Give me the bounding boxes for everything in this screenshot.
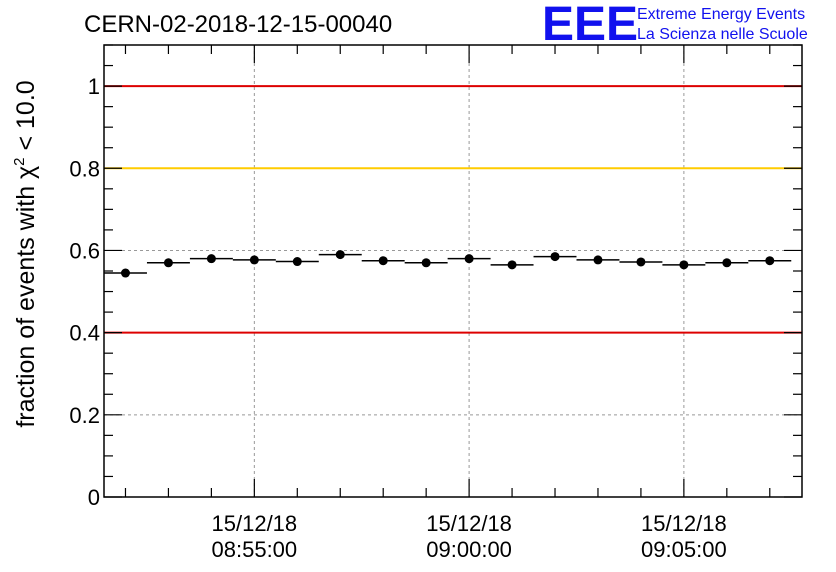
data-point (421, 258, 431, 268)
y-axis-label-text: fraction of events with (12, 179, 40, 428)
chart-title: CERN-02-2018-12-15-00040 (84, 11, 392, 38)
data-points (104, 250, 792, 278)
y-tick-label: 0.8 (69, 156, 100, 181)
logo-mark: EEE (542, 0, 638, 51)
eee-logo: EEE Extreme Energy Events La Scienza nel… (542, 0, 808, 51)
x-tick-label-time: 09:05:00 (641, 537, 727, 562)
axes: 00.20.40.60.8115/12/1808:55:0015/12/1809… (69, 44, 803, 562)
x-tick-label-time: 09:00:00 (426, 537, 512, 562)
x-tick-label-date: 15/12/18 (212, 511, 298, 536)
data-point (464, 254, 474, 264)
y-axis-label-threshold: < 10.0 (12, 80, 40, 157)
chi-symbol: χ (12, 166, 40, 179)
data-point (163, 258, 173, 268)
chi-superscript: 2 (11, 157, 28, 165)
x-tick-label-time: 08:55:00 (212, 537, 298, 562)
y-tick-label: 0.2 (69, 403, 100, 428)
data-point (120, 268, 130, 278)
logo-line-2: La Scienza nelle Scuole (637, 26, 808, 43)
y-tick-label: 0.4 (69, 321, 100, 346)
x-tick-label-date: 15/12/18 (641, 511, 727, 536)
y-tick-label: 1 (88, 74, 100, 99)
x-tick-label-date: 15/12/18 (426, 511, 512, 536)
data-point (292, 257, 302, 267)
data-point (507, 260, 517, 270)
data-point (765, 256, 775, 266)
logo-line-1: Extreme Energy Events (637, 6, 805, 23)
y-tick-label: 0 (88, 485, 100, 510)
reference-lines (104, 85, 802, 334)
data-point (679, 260, 689, 270)
data-point (722, 258, 732, 268)
data-point (550, 252, 560, 262)
data-point (636, 257, 646, 267)
data-point (378, 256, 388, 266)
data-point (206, 254, 216, 264)
y-axis-label: fraction of events with χ2 < 10.0 (11, 80, 40, 427)
y-tick-label: 0.6 (69, 238, 100, 263)
data-point (335, 250, 345, 260)
data-point (593, 255, 603, 265)
data-point (249, 255, 259, 265)
